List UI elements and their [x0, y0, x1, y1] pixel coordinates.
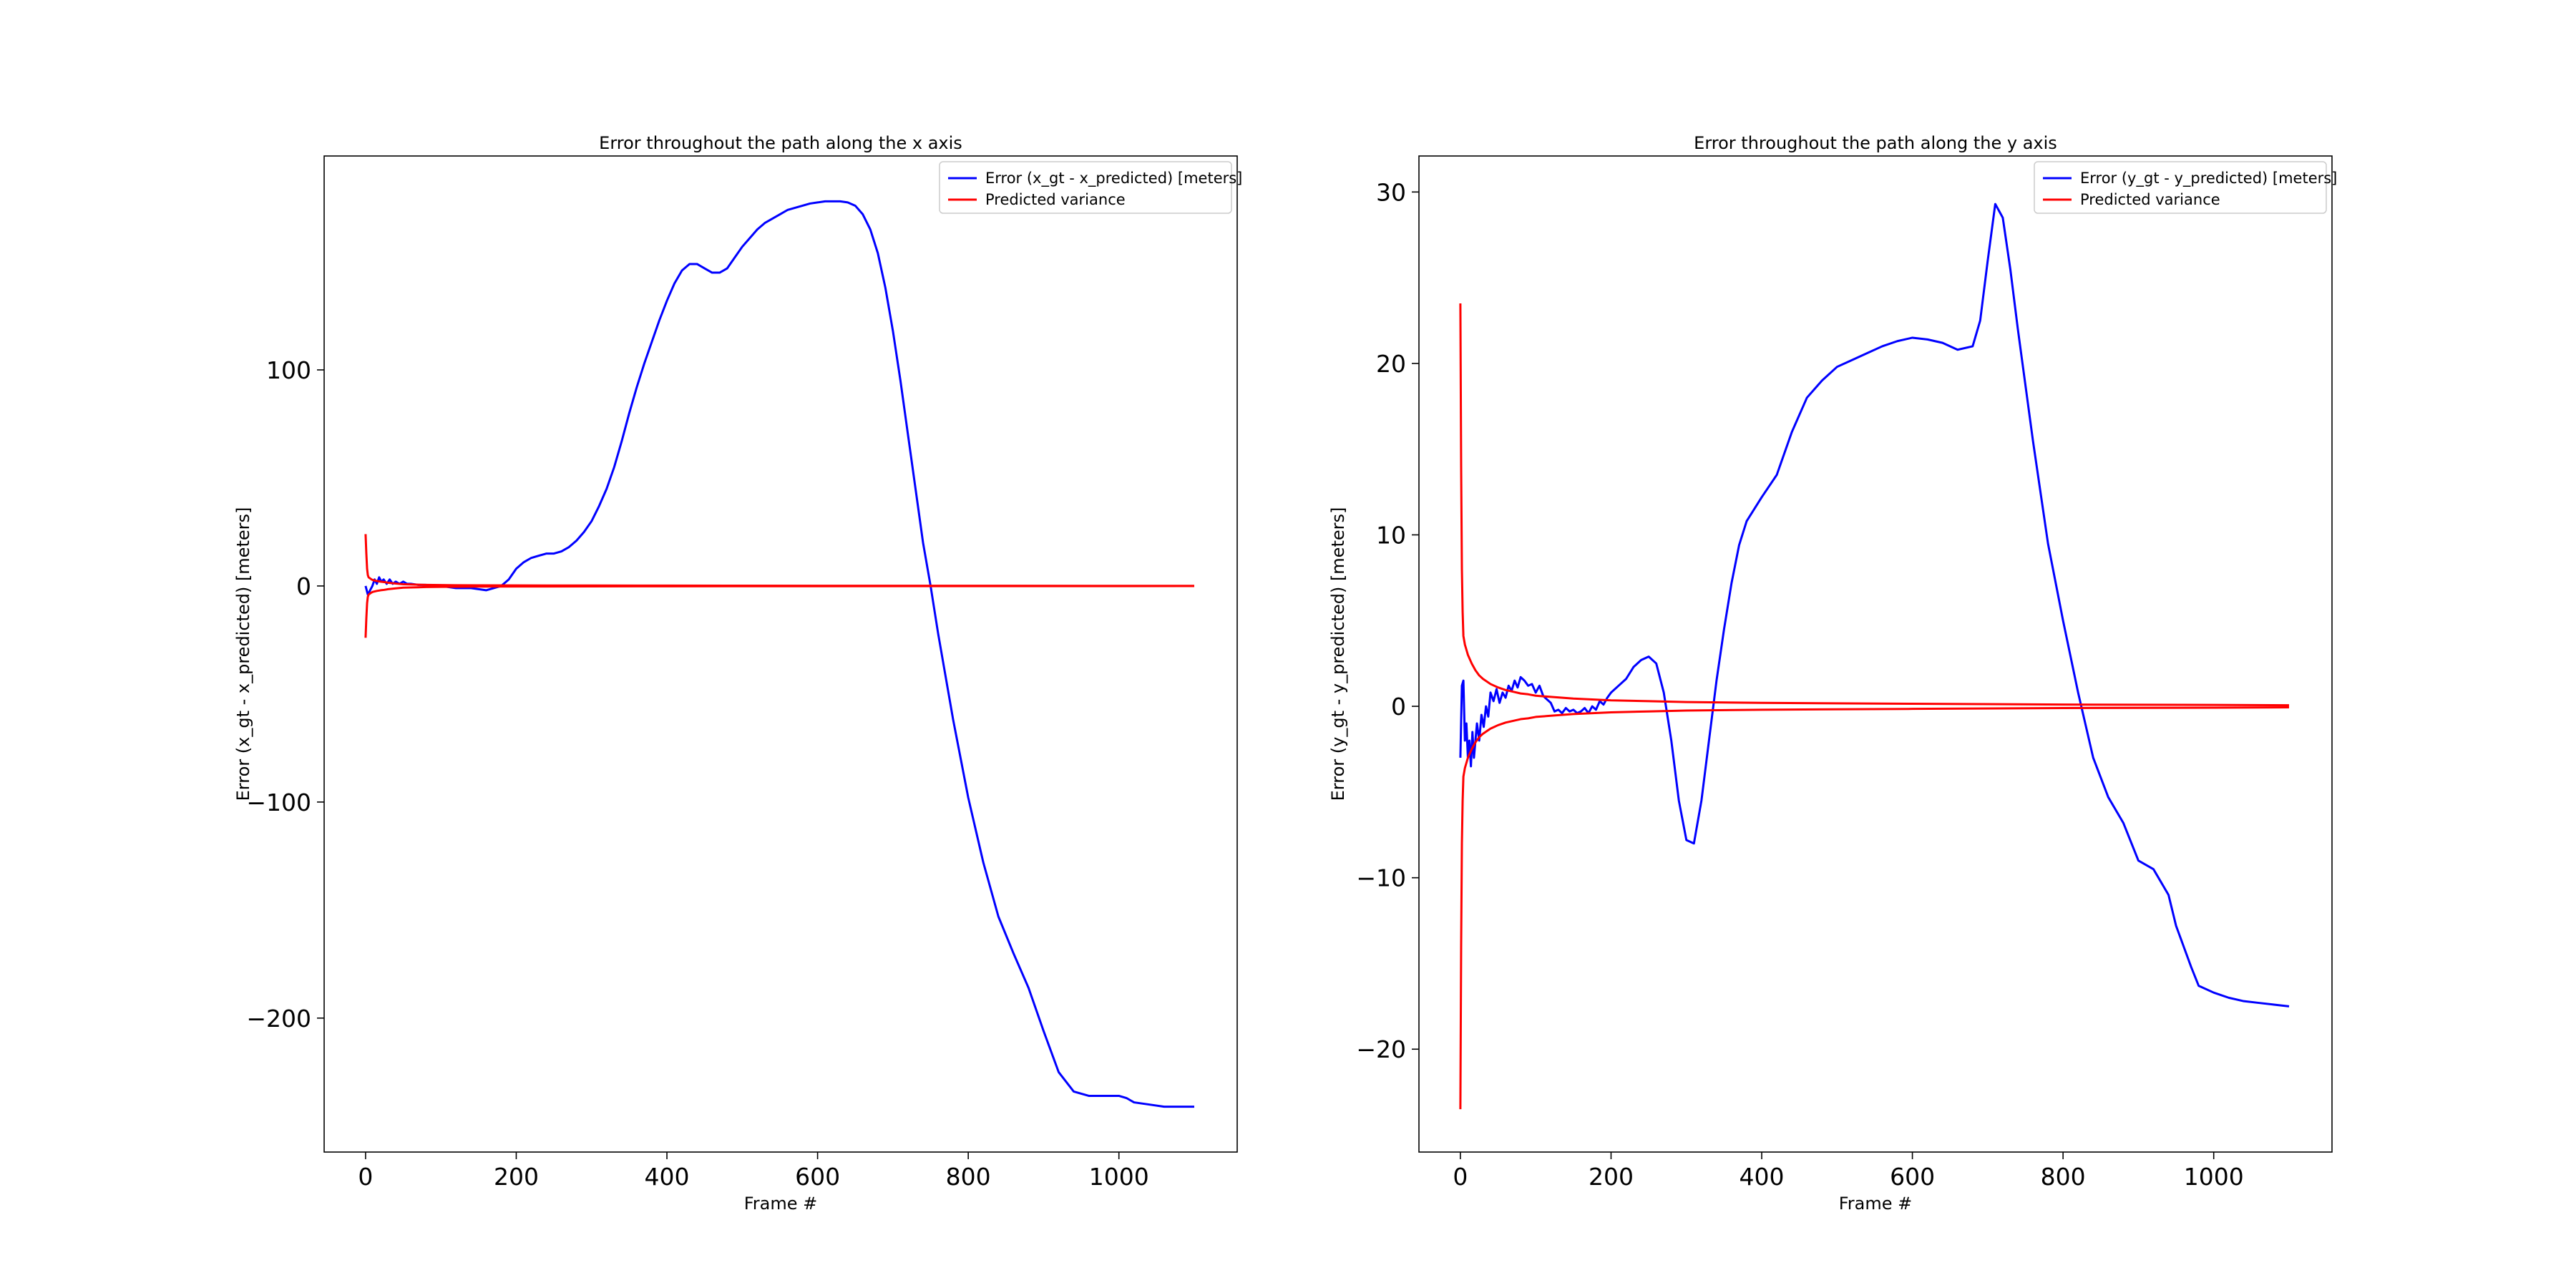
- series-line-variance-lower: [1459, 706, 2289, 1110]
- y-tick-label: 0: [1391, 693, 1406, 721]
- x-tick-label: 800: [2041, 1163, 2086, 1191]
- x-tick-label: 1000: [2184, 1163, 2244, 1191]
- x-axis-label: Frame #: [1839, 1194, 1913, 1214]
- y-tick-label: −100: [246, 789, 311, 816]
- y-tick-label: 20: [1376, 350, 1406, 378]
- series-line-variance-upper: [1459, 303, 2289, 707]
- legend-entry: Predicted variance: [985, 191, 1126, 208]
- x-tick-label: 400: [645, 1163, 690, 1191]
- y-axis-label: Error (y_gt - y_predicted) [meters]: [1328, 507, 1348, 801]
- x-axis-label: Frame #: [744, 1194, 818, 1214]
- y-tick-label: −20: [1356, 1035, 1406, 1063]
- x-tick-label: 0: [1453, 1163, 1468, 1191]
- axes-frame: [1418, 155, 2333, 1153]
- x-tick-label: 0: [358, 1163, 373, 1191]
- chart-title: Error throughout the path along the y ax…: [1694, 133, 2057, 153]
- y-tick-label: −200: [246, 1005, 311, 1033]
- x-axis-error-chart: 0 200 400 600 800 1000 −200 −100 0 100 Error throu…: [233, 133, 1242, 1214]
- y-tick-label: 100: [266, 356, 311, 384]
- legend-box: [939, 161, 1232, 214]
- legend-box: [2034, 161, 2327, 214]
- legend-entry: Error (x_gt - x_predicted) [meters]: [985, 170, 1242, 187]
- y-axis-label: Error (x_gt - x_predicted) [meters]: [233, 507, 253, 801]
- series-line-variance-lower: [364, 585, 1194, 638]
- x-tick-label: 1000: [1089, 1163, 1149, 1191]
- chart-title: Error throughout the path along the x ax…: [599, 133, 962, 153]
- x-tick-label: 200: [1589, 1163, 1634, 1191]
- x-tick-label: 200: [494, 1163, 539, 1191]
- y-tick-label: 30: [1376, 178, 1406, 206]
- x-tick-label: 400: [1740, 1163, 1785, 1191]
- x-tick-label: 800: [946, 1163, 991, 1191]
- y-tick-label: 10: [1376, 521, 1406, 549]
- y-tick-label: −10: [1356, 864, 1406, 892]
- plot-area: [364, 200, 1194, 1108]
- y-axis-error-chart: 0 200 400 600 800 1000 −20 −10 0 10 20 30 Error thro…: [1328, 133, 2337, 1214]
- legend-entry: Predicted variance: [2080, 191, 2220, 208]
- plot-area: [1459, 203, 2290, 1110]
- series-line-error: [1459, 203, 2290, 1008]
- y-tick-label: 0: [296, 572, 311, 600]
- x-tick-label: 600: [1890, 1163, 1935, 1191]
- legend-entry: Error (y_gt - y_predicted) [meters]: [2080, 170, 2337, 187]
- x-tick-label: 600: [795, 1163, 840, 1191]
- axes-frame: [323, 155, 1238, 1153]
